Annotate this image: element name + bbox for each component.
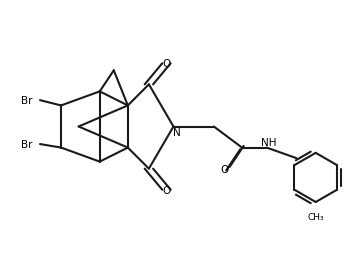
Text: Br: Br [22, 96, 33, 106]
Text: O: O [162, 185, 171, 195]
Text: O: O [162, 59, 171, 69]
Text: NH: NH [261, 138, 276, 148]
Text: Br: Br [22, 139, 33, 149]
Text: CH₃: CH₃ [308, 212, 324, 221]
Text: O: O [220, 164, 229, 174]
Text: N: N [173, 127, 181, 137]
